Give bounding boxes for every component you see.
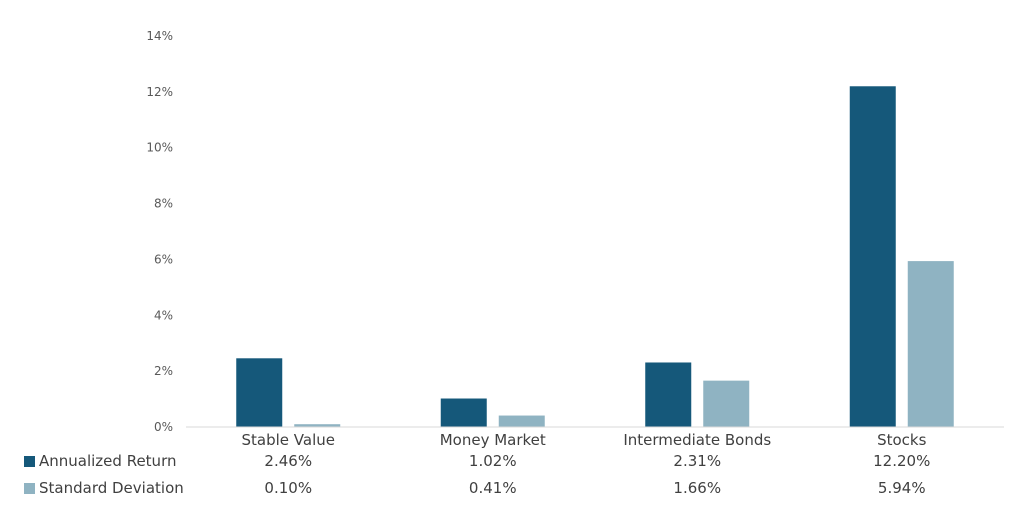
y-tick-label: 8%: [154, 197, 173, 211]
y-axis: 0% 2% 4% 6% 8% 10% 12% 14%: [146, 29, 173, 434]
bar-annualized-return: [236, 358, 283, 427]
y-tick-label: 14%: [146, 29, 173, 43]
table-value: 0.10%: [264, 479, 312, 497]
category-label: Intermediate Bonds: [623, 431, 771, 449]
y-tick-label: 4%: [154, 308, 173, 322]
category-label: Money Market: [440, 431, 546, 449]
y-tick-label: 12%: [146, 85, 173, 99]
category-label: Stable Value: [242, 431, 335, 449]
bar-annualized-return: [440, 398, 487, 427]
legend-label: Standard Deviation: [39, 479, 184, 497]
category-label: Stocks: [877, 431, 927, 449]
table-value: 12.20%: [873, 452, 930, 470]
bar-standard-deviation: [703, 380, 750, 427]
data-table: Annualized Return 2.46% 1.02% 2.31% 12.20% St…: [24, 452, 930, 497]
bar-annualized-return: [849, 86, 896, 428]
table-value: 2.31%: [673, 452, 721, 470]
bars: [236, 86, 954, 428]
y-tick-label: 0%: [154, 420, 173, 434]
bar-annualized-return: [645, 362, 692, 427]
bar-standard-deviation: [907, 261, 954, 427]
table-value: 1.02%: [469, 452, 517, 470]
y-tick-label: 10%: [146, 141, 173, 155]
y-tick-label: 2%: [154, 364, 173, 378]
legend-swatch: [24, 483, 35, 494]
bar-standard-deviation: [498, 415, 545, 427]
legend-swatch: [24, 456, 35, 467]
table-value: 0.41%: [469, 479, 517, 497]
y-tick-label: 6%: [154, 252, 173, 266]
legend-label: Annualized Return: [39, 452, 176, 470]
table-value: 2.46%: [264, 452, 312, 470]
table-value: 5.94%: [878, 479, 926, 497]
table-value: 1.66%: [673, 479, 721, 497]
bar-standard-deviation: [294, 424, 341, 427]
category-labels: Stable Value Money Market Intermediate Bon…: [242, 431, 927, 449]
